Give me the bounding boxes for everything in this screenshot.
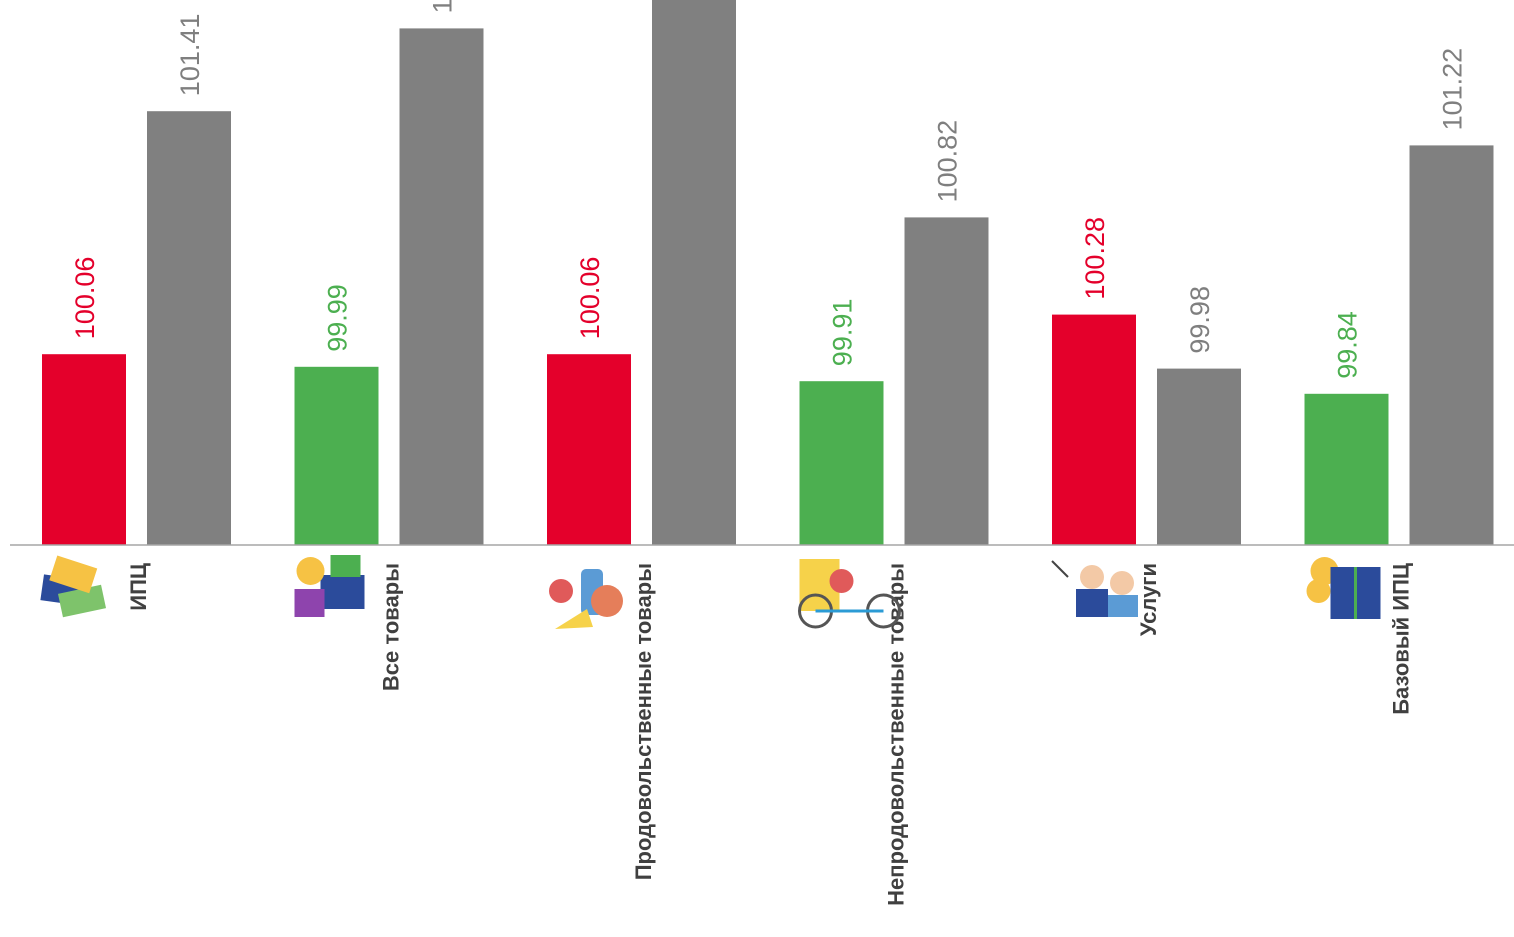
value-label-current-0: 100.06 [70,257,100,340]
value-label-current-3: 99.91 [828,299,858,367]
bar-previous-4 [1157,368,1241,545]
food-icon [549,569,623,629]
value-label-previous-0: 101.41 [175,14,205,97]
bar-previous-5 [1409,145,1494,545]
gift-boxes-icon [294,555,365,617]
bar-previous-2 [652,0,736,545]
coins-box-icon [1306,557,1381,619]
value-label-current-4: 100.28 [1080,217,1110,300]
value-label-current-2: 100.06 [575,257,605,340]
value-label-previous-5: 101.22 [1438,48,1468,131]
category-label-0: ИПЦ [126,563,151,611]
bar-previous-1 [399,28,484,545]
bars-layer [42,0,1494,545]
value-label-current-1: 99.99 [323,284,353,352]
value-label-previous-1: 101.87 [428,0,458,13]
price-tags-icon [40,555,107,618]
bar-current-5 [1304,393,1389,545]
value-label-previous-3: 100.82 [933,120,963,203]
bar-current-3 [799,381,884,545]
category-label-2: Продовольственные товары [631,563,656,880]
bar-current-1 [294,366,379,545]
bar-current-4 [1052,314,1136,545]
services-people-icon [1051,560,1138,617]
value-label-current-5: 99.84 [1333,311,1363,379]
value-labels-layer: 100.06101.4199.99101.87100.06102.9099.91… [70,0,1468,379]
bar-current-2 [547,354,631,545]
category-label-1: Все товары [379,563,404,691]
bar-current-0 [42,354,126,545]
bar-previous-3 [904,217,989,545]
bar-previous-0 [147,111,231,545]
category-label-5: Базовый ИПЦ [1389,563,1414,715]
category-label-4: Услуги [1136,563,1161,636]
category-label-3: Непродовольственные товары [884,563,909,906]
clothes-bicycle-icon [798,559,901,629]
value-label-previous-4: 99.98 [1185,286,1215,354]
category-icons-layer [40,555,1381,629]
